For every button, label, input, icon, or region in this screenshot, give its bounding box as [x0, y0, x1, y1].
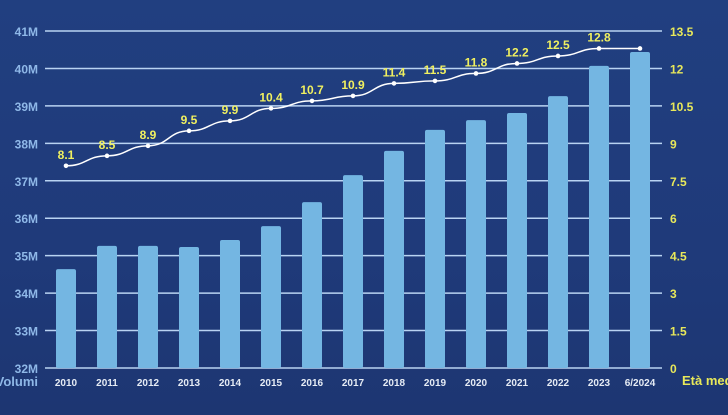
y2-tick-label: 1.5 — [670, 325, 687, 339]
line-series: 8.1 8.5 8.9 9.5 9.9 10.4 10.7 10.9 11.4 11.5 11.8 1… — [58, 30, 643, 169]
y-tick-label: 37M — [15, 175, 38, 189]
x-tick-label: 2010 — [55, 378, 78, 389]
x-tick-label: 2015 — [260, 378, 283, 389]
x-tick-label: 2012 — [137, 378, 160, 389]
line-point — [104, 153, 110, 159]
y2-tick-label: 4.5 — [670, 250, 687, 264]
bar — [220, 239, 240, 368]
x-tick-label: 2020 — [465, 378, 488, 389]
x-tick-label: 2014 — [219, 378, 242, 389]
data-label: 11.4 — [383, 65, 406, 79]
bars — [56, 51, 650, 369]
bar — [302, 202, 322, 368]
data-label: 12.5 — [546, 38, 570, 52]
y-tick-label: 34M — [15, 287, 38, 301]
y2-tick-label: 12 — [670, 62, 684, 76]
y-tick-label: 33M — [15, 325, 38, 339]
line-point — [268, 106, 274, 111]
x-tick-label: 2011 — [96, 378, 118, 389]
data-label: 10.7 — [300, 83, 324, 97]
line-point — [350, 93, 356, 99]
bar — [343, 175, 363, 368]
data-label: 10.9 — [341, 78, 365, 92]
bar — [466, 120, 486, 369]
bar — [425, 129, 445, 368]
bar — [56, 269, 76, 368]
data-label: 11.5 — [424, 63, 447, 77]
data-label: 8.9 — [140, 128, 157, 142]
bar — [507, 113, 527, 369]
y2-tick-label: 0 — [670, 362, 677, 376]
bar — [630, 51, 650, 369]
y2-tick-label: 9 — [670, 137, 677, 151]
data-label: 10.4 — [259, 90, 283, 104]
line-point — [555, 53, 561, 59]
y-axis-label: Volumi — [0, 374, 38, 389]
x-tick-label: 2023 — [588, 378, 611, 389]
y2-tick-label: 6 — [670, 212, 677, 226]
bar — [589, 65, 609, 368]
bar — [97, 245, 117, 368]
bar — [138, 245, 158, 368]
bar — [261, 226, 281, 368]
y-tick-label: 38M — [15, 137, 38, 151]
x-tick-label: 6/2024 — [625, 378, 656, 389]
y2-tick-label: 13.5 — [670, 25, 694, 39]
x-tick-label: 2013 — [178, 378, 201, 389]
data-label: 9.9 — [222, 103, 239, 117]
line-point — [514, 61, 520, 66]
line-point — [637, 46, 643, 51]
data-label: 12.8 — [587, 30, 611, 44]
line-point — [63, 163, 69, 169]
data-label: 8.5 — [99, 138, 116, 152]
line-point — [432, 78, 438, 84]
line-point — [309, 98, 315, 104]
bar — [384, 150, 404, 368]
y2-axis-label: Età media — [682, 373, 728, 388]
x-tick-label: 2017 — [342, 378, 365, 389]
x-tick-label: 2022 — [547, 378, 570, 389]
x-tick-label: 2018 — [383, 378, 406, 389]
y-tick-label: 40M — [15, 62, 38, 76]
line-point — [473, 71, 479, 76]
line-point — [391, 81, 397, 86]
y2-tick-label: 7.5 — [670, 175, 687, 189]
line-point — [186, 128, 192, 134]
data-label: 8.1 — [58, 148, 75, 162]
y2-tick-label: 3 — [670, 287, 677, 301]
data-label: 11.8 — [465, 55, 488, 69]
axis-ticks: 32M 33M 34M 35M 36M 37M 38M 39M 40M 41M 0 1.5 3 4.5 6 7… — [15, 25, 694, 389]
y-tick-label: 36M — [15, 212, 38, 226]
y-tick-label: 35M — [15, 250, 38, 264]
y-tick-label: 41M — [15, 25, 38, 39]
x-tick-label: 2016 — [301, 378, 324, 389]
x-tick-label: 2019 — [424, 378, 447, 389]
line-point — [596, 46, 602, 51]
y-tick-label: 39M — [15, 100, 38, 114]
bar — [179, 247, 199, 368]
line-point — [227, 118, 233, 124]
data-label: 9.5 — [181, 113, 198, 127]
bar — [548, 96, 568, 369]
y-tick-label: 32M — [15, 362, 38, 376]
y2-tick-label: 10.5 — [670, 100, 694, 114]
data-label: 12.2 — [505, 45, 529, 59]
x-tick-label: 2021 — [506, 378, 529, 389]
line-point — [145, 143, 151, 149]
